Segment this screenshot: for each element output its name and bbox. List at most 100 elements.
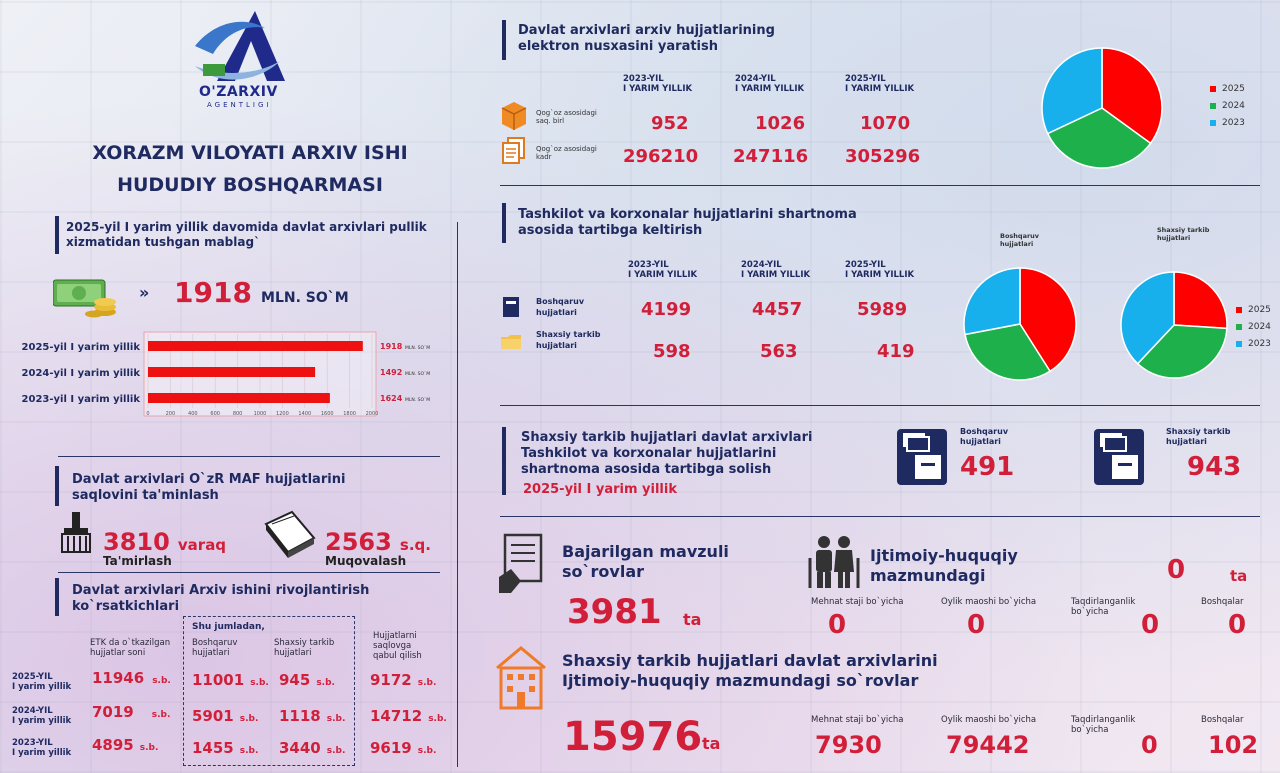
dev-row-etk: 11946 s.b. [92, 669, 171, 687]
dev-row-accept: 9619 s.b. [370, 739, 437, 757]
restore-label: Ta'mirlash [103, 554, 172, 568]
social-item-label: Oylik maoshi bo`yicha [941, 597, 1037, 607]
org-row1-val-2023: 4199 [641, 299, 692, 320]
pie-slice-2025 [1173, 271, 1228, 330]
dev-col-etk-line2: hujjatlar soni [90, 648, 146, 658]
fees-title: 2025-yil I yarim yillik davomida davlat … [66, 220, 456, 250]
eco-year-2025: 2025-YIL I YARIM YILLIK [845, 74, 915, 94]
org-row2-val-2025: 419 [877, 341, 915, 362]
including-box [183, 616, 355, 766]
topical-title-line1: Bajarilgan mavzuli [562, 542, 729, 561]
org-row1-label: Boshqaruv hujjatlari [536, 297, 585, 317]
eco-title-line2: elektron nusxasini yaratish [518, 39, 719, 54]
dev-row-year: 2025-YIL I yarim yillik [12, 672, 72, 692]
chart-tick-label: 800 [233, 411, 243, 417]
dev-row-year: 2024-YIL I yarim yillik [12, 706, 72, 726]
chart-bar [148, 367, 316, 377]
legend-item-2023: 2023 [1210, 115, 1245, 132]
legend-item-2024: 2024 [1236, 319, 1271, 336]
pers-social-item-label: Oylik maoshi bo`yicha [941, 715, 1037, 725]
topical-title: Bajarilgan mavzuli so`rovlar [562, 542, 729, 582]
org-year-2024: 2024-YIL I YARIM YILLIK [741, 260, 811, 280]
binder-icon [500, 295, 522, 319]
eco-title: Davlat arxivlari arxiv hujjatlarining el… [518, 23, 918, 55]
dev-title-line2: ko`rsatkichlari [72, 599, 180, 614]
chevron-right-icon: » [139, 283, 150, 302]
page-title: XORAZM VILOYATI ARXIV ISHI HUDUDIY BOSHQ… [40, 137, 460, 201]
divider-right-2 [500, 405, 1260, 406]
eco-pie-legend: 2025 2024 2023 [1210, 81, 1245, 132]
dev-row-mgmt: 11001 s.b. [192, 671, 269, 689]
eco-row1-val-2025: 1070 [860, 113, 911, 134]
social-item-value: 0 [967, 610, 986, 640]
building-icon [491, 644, 551, 710]
page-title-line1: XORAZM VILOYATI ARXIV ISHI [92, 142, 408, 164]
column-divider [457, 222, 458, 767]
dev-title-marker [55, 578, 59, 616]
chart-value-unit: MLN. SO`M [405, 345, 430, 351]
pers-social-title: Shaxsiy tarkib hujjatlari davlat arxivla… [562, 651, 938, 691]
logo-name: O'ZARXIV [199, 84, 278, 100]
dev-row-accept: 14712 s.b. [370, 707, 447, 725]
divider-left-1 [58, 456, 440, 457]
eco-year-2023: 2023-YIL I YARIM YILLIK [623, 74, 693, 94]
chart-tick-label: 2000 [366, 411, 379, 417]
topical-title-line2: so`rovlar [562, 562, 644, 581]
chart-tick-label: 0 [146, 411, 149, 417]
pers-arch-line1: Shaxsiy tarkib hujjatlari davlat arxivla… [521, 430, 813, 445]
pie-slice-2023 [1120, 271, 1175, 365]
elderly-people-icon [806, 534, 862, 588]
pers-social-item-label: Taqdirlanganlik bo`yicha [1071, 715, 1136, 735]
eco-pie-chart [1041, 47, 1163, 169]
org-pie-legend: 2025 2024 2023 [1236, 302, 1271, 353]
social-value: 0 [1167, 555, 1186, 585]
org-row2-label: Shaxsiy tarkib hujjatlari [536, 330, 601, 350]
dev-col-mgmt-line1: Boshqaruv [192, 638, 238, 648]
money-icon [52, 276, 123, 318]
fees-title-line2: xizmatidan tushgan mablag` [66, 235, 261, 249]
pers-social-item-label: Mehnat staji bo`yicha [811, 715, 904, 725]
pie-slice-2024 [1136, 324, 1228, 379]
archive-cabinet-icon [1092, 425, 1146, 487]
pie-slice-2023 [963, 267, 1021, 336]
chart-value-unit: MLN. SO`M [405, 371, 430, 377]
org-pie2-title: Shaxsiy tarkib hujjatlari [1157, 226, 1210, 242]
social-unit: ta [1230, 567, 1248, 585]
dev-row-etk: 7019 s.b. [92, 703, 171, 721]
org-title-line1: Tashkilot va korxonalar hujjatlarini sha… [518, 207, 857, 222]
dev-col-accept-line3: qabul qilish [373, 651, 422, 661]
logo: O'ZARXIV AGENTLIGI [185, 6, 295, 116]
org-year-2023: 2023-YIL I YARIM YILLIK [628, 260, 698, 280]
dev-col-accept: Hujjatlarni saqlovga qabul qilish [373, 631, 422, 661]
chart-tick-label: 1000 [254, 411, 267, 417]
org-pie1-title: Boshqaruv hujjatlari [1000, 232, 1040, 248]
pers-social-unit: ta [702, 734, 721, 753]
maf-title: Davlat arxivlari O`zR MAF hujjatlarini s… [72, 472, 432, 504]
chart-tick-label: 1200 [276, 411, 289, 417]
org-row1-val-2024: 4457 [752, 299, 803, 320]
org-pie-chart-pers [1120, 271, 1228, 379]
legend-item-2023: 2023 [1236, 336, 1271, 353]
fees-unit: MLN. SO`M [261, 290, 349, 306]
logo-emblem-icon [195, 11, 285, 81]
chart-tick-label: 1400 [298, 411, 311, 417]
org-pie-chart-mgmt [963, 267, 1077, 381]
social-item-label: Taqdirlanganlik bo`yicha [1071, 597, 1136, 617]
pers-arch-pers-label: Shaxsiy tarkib hujjatlari [1166, 427, 1231, 446]
pers-arch-pers-value: 943 [1187, 452, 1242, 482]
social-item-label: Boshqalar [1201, 597, 1244, 607]
dev-col-pers-line1: Shaxsiy tarkib [274, 638, 335, 648]
org-row2-val-2024: 563 [760, 341, 798, 362]
logo-sub: AGENTLIGI [207, 101, 272, 109]
divider-right-1 [500, 185, 1260, 186]
chart-value-label: 1918 [380, 342, 403, 351]
dev-col-pers-line2: hujjatlari [274, 648, 312, 658]
pers-social-value: 15976 [563, 714, 703, 760]
dev-col-accept-line2: saqlovga [373, 641, 412, 651]
eco-title-marker [502, 20, 506, 60]
eco-row1-val-2024: 1026 [755, 113, 806, 134]
binding-value-block: 2563 s.q. [325, 528, 431, 556]
binding-label: Muqovalash [325, 554, 407, 568]
archive-cabinet-icon [895, 425, 949, 487]
maf-title-marker [55, 466, 59, 506]
